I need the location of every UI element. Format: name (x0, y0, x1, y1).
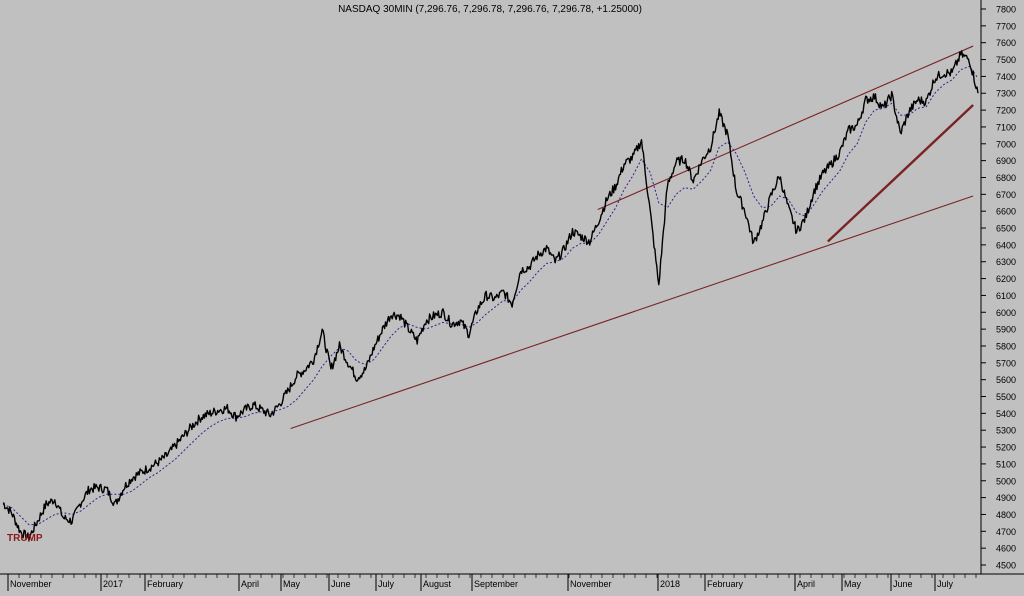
x-tick-label: November (10, 579, 52, 589)
y-tick-label: 4800 (996, 510, 1016, 520)
x-tick-label: November (570, 579, 612, 589)
y-tick-label: 6200 (996, 274, 1016, 284)
y-tick-label: 6600 (996, 207, 1016, 217)
x-tick-label: August (423, 579, 452, 589)
x-tick-label: May (844, 579, 862, 589)
x-tick-label: July (378, 579, 395, 589)
x-tick-label: September (474, 579, 518, 589)
x-tick-label: 2017 (103, 579, 123, 589)
x-tick-label: 2018 (660, 579, 680, 589)
y-tick-label: 6000 (996, 308, 1016, 318)
y-tick-label: 6700 (996, 190, 1016, 200)
y-tick-label: 6400 (996, 240, 1016, 250)
y-tick-label: 5000 (996, 476, 1016, 486)
y-tick-label: 4900 (996, 493, 1016, 503)
y-tick-label: 4700 (996, 527, 1016, 537)
trendline (827, 104, 974, 243)
trendline (290, 195, 974, 430)
y-tick-label: 6100 (996, 291, 1016, 301)
y-tick-label: 5200 (996, 443, 1016, 453)
x-tick-label: June (331, 579, 351, 589)
y-tick-label: 6800 (996, 173, 1016, 183)
trendline (597, 45, 974, 211)
price-line (2, 50, 979, 542)
y-tick-label: 5300 (996, 426, 1016, 436)
y-axis: 4500 4600 4700 4800 4900 5000 5100 5200 5300 5400… (981, 5, 1016, 571)
y-tick-label: 6500 (996, 224, 1016, 234)
moving-average-line (2, 65, 979, 526)
y-tick-label: 7100 (996, 122, 1016, 132)
moving-average-layer (2, 65, 979, 526)
x-tick-label: February (147, 579, 184, 589)
y-tick-label: 5500 (996, 392, 1016, 402)
y-tick-label: 5600 (996, 375, 1016, 385)
y-tick-label: 7200 (996, 106, 1016, 116)
y-tick-label: 5900 (996, 325, 1016, 335)
y-tick-label: 5800 (996, 341, 1016, 351)
y-tick-label: 7600 (996, 38, 1016, 48)
y-tick-label: 5100 (996, 459, 1016, 469)
y-tick-label: 4600 (996, 544, 1016, 554)
y-tick-label: 6900 (996, 156, 1016, 166)
x-tick-label: February (707, 579, 744, 589)
x-tick-label: April (797, 579, 815, 589)
trump-annotation: TRUMP (7, 533, 43, 544)
y-tick-label: 7300 (996, 89, 1016, 99)
y-tick-label: 7400 (996, 72, 1016, 82)
price-layer (2, 50, 979, 542)
chart-title: NASDAQ 30MIN (7,296.76, 7,296.78, 7,296.… (338, 4, 642, 15)
trendlines (290, 45, 974, 430)
x-tick-label: April (241, 579, 259, 589)
x-tick-label: June (893, 579, 913, 589)
x-tick-label: May (283, 579, 301, 589)
y-tick-label: 7700 (996, 21, 1016, 31)
y-tick-label: 6300 (996, 257, 1016, 267)
y-tick-label: 7000 (996, 139, 1016, 149)
y-tick-label: 7500 (996, 55, 1016, 65)
y-tick-label: 4500 (996, 561, 1016, 571)
x-tick-label: July (937, 579, 954, 589)
x-axis: November 2017 February April May June July Augu… (7, 574, 977, 591)
y-tick-label: 5700 (996, 358, 1016, 368)
y-tick-label: 7800 (996, 5, 1016, 15)
y-tick-label: 5400 (996, 409, 1016, 419)
